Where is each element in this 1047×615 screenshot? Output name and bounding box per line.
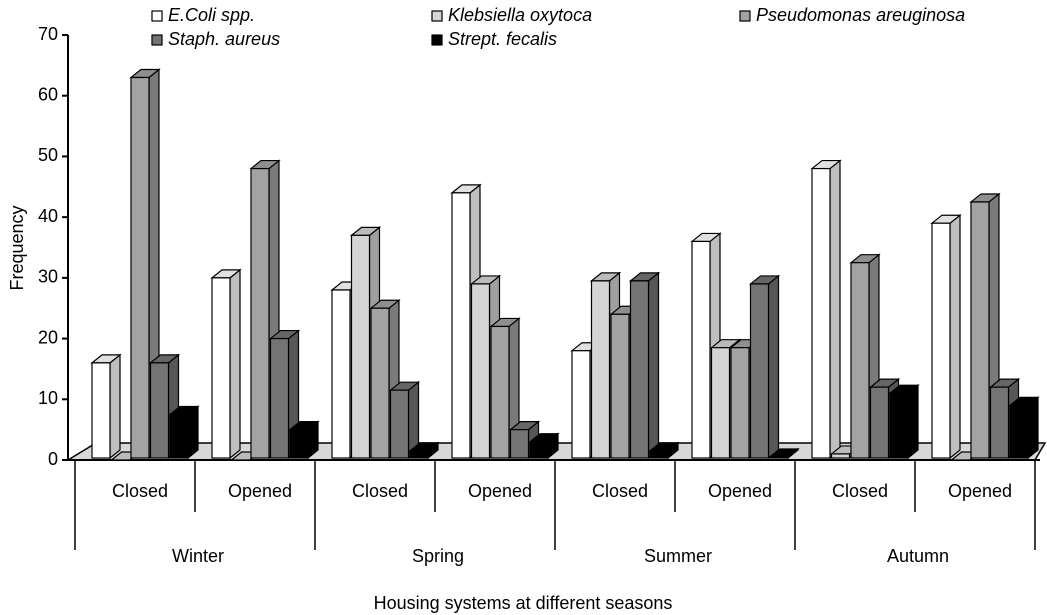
x-tick-label: Closed <box>112 481 168 501</box>
legend-label: E.Coli spp. <box>168 5 255 25</box>
y-tick-label: 60 <box>38 84 58 104</box>
bar <box>130 76 150 459</box>
bar <box>970 201 990 459</box>
x-tick-label: Closed <box>832 481 888 501</box>
bar <box>749 283 770 459</box>
group-label: Summer <box>644 546 712 566</box>
x-tick-label: Closed <box>592 481 648 501</box>
x-axis-title: Housing systems at different seasons <box>374 593 673 613</box>
y-axis-title: Frequency <box>7 205 27 290</box>
bar <box>629 280 650 459</box>
bar <box>811 167 831 459</box>
bar <box>889 392 909 459</box>
y-tick-label: 10 <box>38 388 58 408</box>
legend-swatch <box>151 10 163 22</box>
bar <box>169 413 189 459</box>
bar-side <box>767 274 780 460</box>
bar <box>931 222 951 459</box>
bar <box>590 280 611 459</box>
bar <box>389 389 410 459</box>
x-tick-label: Opened <box>468 481 532 501</box>
bar <box>289 429 309 459</box>
bar <box>610 313 630 459</box>
bar <box>211 277 231 459</box>
bar-side <box>109 353 121 460</box>
bar-side <box>229 268 241 460</box>
group-label: Spring <box>412 546 464 566</box>
bar <box>830 453 851 459</box>
bar <box>769 456 789 459</box>
x-tick-label: Opened <box>948 481 1012 501</box>
y-tick-label: 30 <box>38 267 58 287</box>
bar <box>989 386 1010 459</box>
x-tick-label: Closed <box>352 481 408 501</box>
bar-side <box>907 383 919 460</box>
x-tick-label: Opened <box>708 481 772 501</box>
bar-side <box>187 405 199 460</box>
legend-label: Klebsiella oxytoca <box>448 5 592 25</box>
legend-swatch <box>151 34 163 46</box>
bar <box>250 167 270 459</box>
x-tick-label: Opened <box>228 481 292 501</box>
bar <box>649 450 669 459</box>
y-tick-label: 20 <box>38 327 58 347</box>
bar <box>370 307 390 459</box>
group-label: Autumn <box>887 546 949 566</box>
legend-swatch <box>739 10 751 22</box>
bar <box>331 289 351 459</box>
bar <box>730 347 750 459</box>
bar <box>269 337 290 459</box>
bar <box>350 234 371 459</box>
group-label: Winter <box>172 546 224 566</box>
bar-side <box>829 159 841 460</box>
y-tick-label: 50 <box>38 145 58 165</box>
bar-side <box>647 271 660 460</box>
legend-swatch <box>431 34 443 46</box>
bar-side <box>1027 396 1039 460</box>
legend-swatch <box>431 10 443 22</box>
bar <box>451 192 471 459</box>
y-tick-label: 0 <box>48 449 58 469</box>
bar <box>490 325 510 459</box>
bar <box>691 240 711 459</box>
bar <box>869 386 890 459</box>
legend-label: Staph. aureus <box>168 29 280 49</box>
legend-label: Strept. fecalis <box>448 29 557 49</box>
y-tick-label: 70 <box>38 24 58 44</box>
bar <box>409 450 429 459</box>
bar <box>91 362 111 459</box>
bar <box>850 262 870 459</box>
bar <box>571 350 591 459</box>
legend-label: Pseudomonas areuginosa <box>756 5 965 25</box>
bar-side <box>949 213 961 460</box>
bar <box>1009 404 1029 459</box>
bar <box>470 283 491 459</box>
bar <box>710 347 731 459</box>
bar <box>509 429 530 459</box>
bar <box>529 441 549 459</box>
y-tick-label: 40 <box>38 206 58 226</box>
bar <box>149 362 170 459</box>
